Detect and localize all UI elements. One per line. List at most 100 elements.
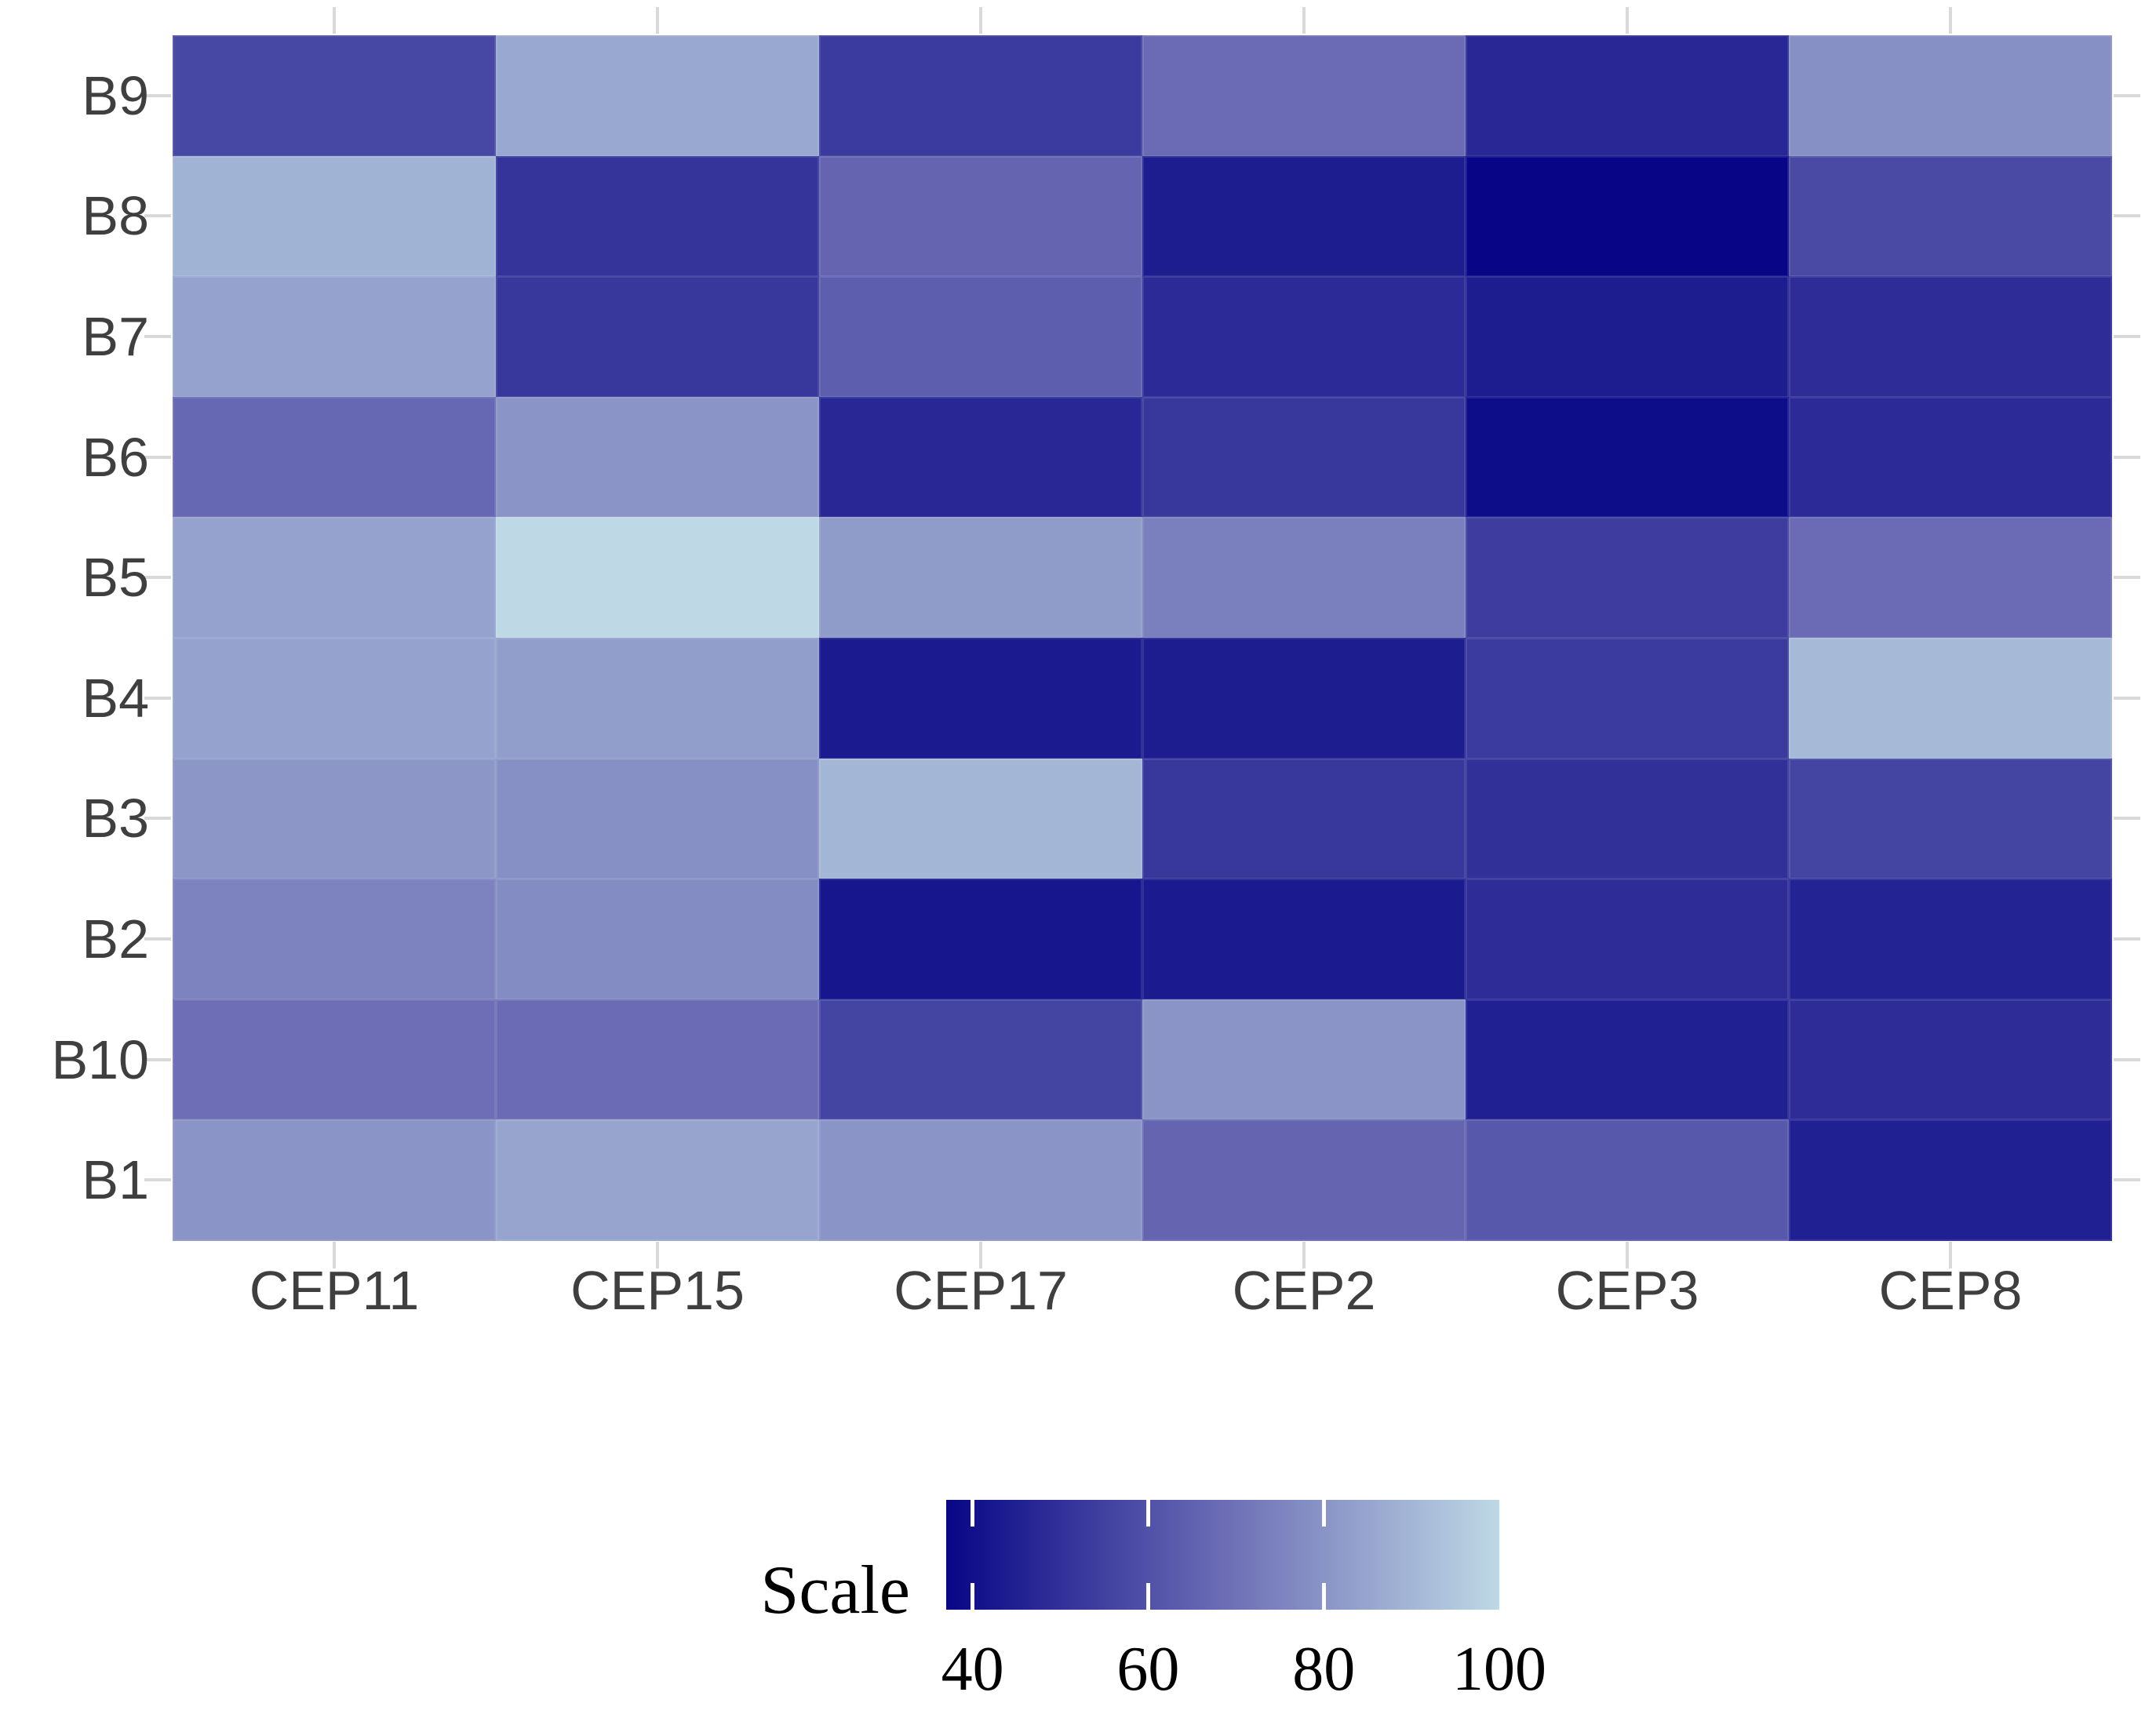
heatmap-cell [173, 517, 496, 639]
heatmap-cell [496, 999, 819, 1121]
heatmap-cell [173, 396, 496, 519]
heatmap-cell [1466, 758, 1789, 880]
axis-tick [333, 1242, 336, 1268]
heatmap-cell [1789, 879, 2112, 1000]
axis-tick [1302, 1242, 1306, 1268]
heatmap-cell [819, 879, 1142, 1000]
x-axis-label: CEP11 [249, 1260, 420, 1321]
y-axis-label: B3 [82, 788, 149, 850]
heatmap-cell [173, 879, 496, 1000]
axis-tick [656, 1242, 659, 1268]
heatmap-cell [1142, 999, 1466, 1121]
axis-tick [144, 937, 171, 941]
colorbar-tick [1145, 1500, 1150, 1527]
heatmap-cell [496, 879, 819, 1000]
heatmap-cell [819, 155, 1142, 278]
y-axis-label: B10 [51, 1028, 149, 1090]
x-axis-label: CEP2 [1232, 1260, 1376, 1321]
heatmap-cell [496, 35, 819, 157]
y-axis-label: B4 [82, 667, 149, 729]
axis-tick [1949, 7, 1952, 34]
heatmap-cell [173, 35, 496, 157]
heatmap-cell [1789, 155, 2112, 278]
heatmap-cell [173, 999, 496, 1121]
y-axis-label: B5 [82, 547, 149, 609]
heatmap-cell [173, 276, 496, 398]
axis-tick [144, 93, 171, 97]
colorbar-tick [1321, 1500, 1326, 1527]
colorbar-tick [971, 1500, 975, 1527]
axis-tick [656, 7, 659, 34]
axis-tick [2114, 937, 2140, 941]
y-axis-label: B7 [82, 306, 149, 367]
axis-tick [2114, 1178, 2140, 1182]
heatmap-cell [1466, 879, 1789, 1000]
legend-title: Scale [760, 1552, 910, 1629]
x-axis-label: CEP15 [570, 1260, 745, 1321]
heatmap-cell [1142, 1119, 1466, 1241]
heatmap-cell [1466, 517, 1789, 639]
axis-tick [144, 696, 171, 700]
axis-tick [1626, 7, 1629, 34]
heatmap-cell [1789, 758, 2112, 880]
heatmap-cell [1789, 1119, 2112, 1241]
axis-tick [979, 7, 982, 34]
legend-tick-label: 40 [941, 1635, 1004, 1704]
heatmap-cell [1789, 638, 2112, 759]
heatmap-cell [173, 155, 496, 278]
heatmap-cell [819, 999, 1142, 1121]
y-axis-label: B8 [82, 185, 149, 247]
axis-tick [333, 7, 336, 34]
heatmap-cell [1466, 999, 1789, 1121]
axis-tick [144, 1057, 171, 1061]
axis-tick [2114, 455, 2140, 459]
heatmap-cell [819, 1119, 1142, 1241]
heatmap-cell [496, 396, 819, 519]
heatmap-cell [173, 758, 496, 880]
legend-tick-label: 60 [1116, 1635, 1180, 1704]
x-axis-label: CEP3 [1555, 1260, 1699, 1321]
axis-tick [144, 214, 171, 218]
heatmap-cell [1142, 638, 1466, 759]
colorbar-tick [1321, 1583, 1326, 1610]
heatmap-cell [819, 758, 1142, 880]
heatmap-cell [1142, 276, 1466, 398]
y-axis-label: B9 [82, 64, 149, 126]
heatmap-cell [496, 1119, 819, 1241]
axis-tick [979, 1242, 982, 1268]
heatmap-cell [496, 517, 819, 639]
heatmap-cell [173, 638, 496, 759]
heatmap-cell [1466, 276, 1789, 398]
heatmap-cell [1142, 155, 1466, 278]
heatmap-cell [496, 758, 819, 880]
heatmap-cell [1142, 396, 1466, 519]
heatmap-cell [496, 276, 819, 398]
colorbar-tick [971, 1583, 975, 1610]
heatmap-cell [1466, 1119, 1789, 1241]
heatmap-cell [819, 638, 1142, 759]
heatmap-cell [1142, 35, 1466, 157]
x-axis-label: CEP17 [894, 1260, 1068, 1321]
y-axis-label: B1 [82, 1149, 149, 1211]
heatmap-cell [819, 517, 1142, 639]
heatmap-cell [1466, 155, 1789, 278]
axis-tick [2114, 1057, 2140, 1061]
axis-tick [2114, 93, 2140, 97]
heatmap-cell [1466, 396, 1789, 519]
axis-tick [144, 576, 171, 580]
legend-colorbar [946, 1500, 1499, 1610]
axis-tick [1626, 1242, 1629, 1268]
y-axis-label: B6 [82, 426, 149, 488]
heatmap-cell [1142, 879, 1466, 1000]
heatmap-cell [496, 155, 819, 278]
axis-tick [144, 817, 171, 821]
heatmap-cell [819, 276, 1142, 398]
axis-tick [144, 455, 171, 459]
axis-tick [2114, 576, 2140, 580]
heatmap-cell [1466, 638, 1789, 759]
heatmap-cell [819, 396, 1142, 519]
legend-tick-label: 100 [1452, 1635, 1546, 1704]
heatmap-cell [1789, 999, 2112, 1121]
axis-tick [2114, 335, 2140, 338]
